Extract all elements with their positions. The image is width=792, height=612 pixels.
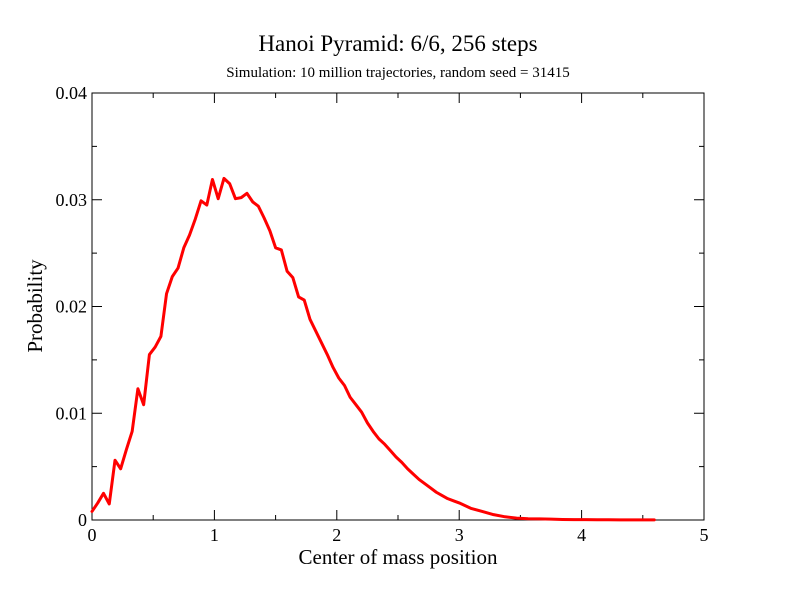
y-axis-label: Probability	[23, 259, 47, 353]
tick-labels-layer: 0 1 2 3 4 5 0 0.01 0.02 0.03 0.04	[56, 83, 709, 545]
y-tick-label: 0.01	[56, 403, 88, 423]
series-line	[90, 176, 656, 522]
x-tick-label: 0	[88, 525, 97, 545]
x-tick-label: 3	[455, 525, 464, 545]
y-tick-label: 0.03	[56, 190, 88, 210]
y-tick-label: 0.02	[56, 297, 88, 317]
series-layer	[90, 176, 656, 522]
chart-subtitle: Simulation: 10 million trajectories, ran…	[226, 65, 569, 81]
x-tick-label: 1	[210, 525, 219, 545]
y-tick-label: 0.04	[56, 83, 88, 103]
x-tick-label: 2	[332, 525, 341, 545]
y-tick-label: 0	[78, 510, 87, 530]
x-tick-label: 4	[577, 525, 586, 545]
chart-title: Hanoi Pyramid: 6/6, 256 steps	[258, 31, 537, 56]
ticks-layer	[91, 92, 705, 521]
x-axis-label: Center of mass position	[299, 545, 498, 569]
x-tick-label: 5	[700, 525, 709, 545]
plot-frame	[91, 92, 705, 521]
